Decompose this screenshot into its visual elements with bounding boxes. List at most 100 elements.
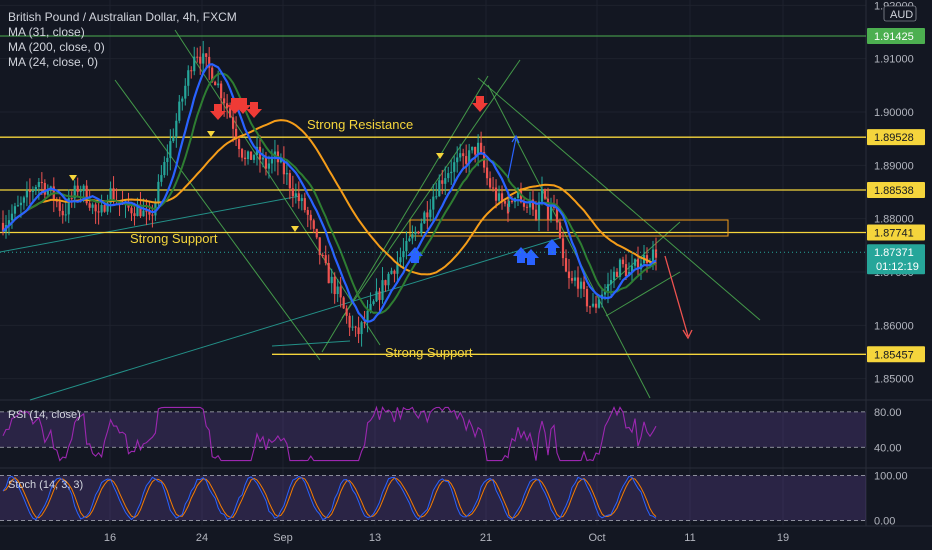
trendline-rising-2 bbox=[29, 237, 561, 401]
candle bbox=[567, 258, 571, 289]
candle-body bbox=[462, 153, 465, 157]
countdown-timer: 01:12:19 bbox=[876, 261, 919, 273]
candle bbox=[303, 192, 306, 213]
candle bbox=[288, 169, 291, 200]
rsi-band bbox=[0, 411, 866, 448]
candle-body bbox=[336, 286, 339, 295]
candle bbox=[246, 150, 250, 165]
candle-body bbox=[500, 193, 504, 202]
candle bbox=[615, 268, 619, 278]
candle bbox=[393, 269, 396, 283]
candle-body bbox=[202, 53, 205, 64]
candle-body bbox=[651, 249, 655, 262]
candle bbox=[570, 270, 574, 284]
candle bbox=[175, 113, 178, 148]
candle bbox=[25, 181, 29, 207]
candle-body bbox=[139, 204, 142, 217]
candle bbox=[441, 169, 444, 195]
channel-up-upper bbox=[341, 59, 521, 319]
time-axis-label: 19 bbox=[777, 532, 789, 544]
candle-body bbox=[567, 271, 571, 279]
candle bbox=[360, 320, 363, 347]
annotation-strong-resistance: Strong Resistance bbox=[307, 117, 413, 132]
candle-body bbox=[579, 281, 583, 289]
candle bbox=[130, 204, 133, 221]
candle-body bbox=[549, 204, 553, 220]
candle-body bbox=[423, 212, 426, 224]
candle-body bbox=[497, 193, 501, 201]
annotation-strong-support-mid: Strong Support bbox=[130, 231, 218, 246]
candle-body bbox=[217, 83, 220, 86]
candle-body bbox=[456, 157, 459, 163]
candle-body bbox=[193, 56, 196, 72]
candle-body bbox=[459, 153, 462, 158]
candle bbox=[199, 46, 202, 75]
price-tag-current bbox=[867, 244, 925, 275]
candle bbox=[178, 95, 181, 124]
price-axis-label: 1.89000 bbox=[874, 160, 914, 172]
candle-body bbox=[630, 265, 634, 273]
candle bbox=[333, 272, 336, 304]
candle-body bbox=[588, 306, 592, 308]
stoch-label: Stoch (14, 3, 3) bbox=[8, 479, 83, 491]
candle bbox=[243, 150, 247, 166]
candle-body bbox=[506, 203, 510, 214]
candle-body bbox=[488, 178, 492, 188]
indicator-ma31[interactable]: MA (31, close) bbox=[8, 25, 85, 39]
candle-body bbox=[46, 190, 49, 195]
candle-body bbox=[226, 103, 229, 109]
forecast-arrow-up-head bbox=[511, 134, 520, 144]
time-axis-label: 16 bbox=[104, 532, 116, 544]
candle-body bbox=[16, 205, 20, 207]
candle-body bbox=[249, 151, 253, 160]
candle bbox=[282, 146, 285, 184]
candle-body bbox=[582, 281, 586, 290]
candle bbox=[324, 245, 327, 266]
candle bbox=[97, 199, 100, 225]
candle bbox=[537, 192, 541, 231]
candle-body bbox=[420, 223, 423, 234]
candle-body bbox=[531, 199, 535, 210]
candle bbox=[342, 296, 345, 310]
candle-body bbox=[414, 231, 417, 235]
candle bbox=[546, 187, 550, 232]
candle-body bbox=[315, 228, 318, 238]
candle bbox=[597, 295, 601, 309]
stoch-level-100: 100.00 bbox=[874, 471, 908, 483]
candle bbox=[477, 134, 480, 167]
candle bbox=[405, 231, 408, 260]
candle-body bbox=[31, 190, 34, 193]
candle-body bbox=[205, 53, 208, 57]
time-axis-label: 13 bbox=[369, 532, 381, 544]
price-tag-yellow bbox=[867, 181, 925, 198]
indicator-ma200[interactable]: MA (200, close, 0) bbox=[8, 40, 105, 54]
candle bbox=[109, 181, 112, 213]
candle-body bbox=[426, 212, 429, 218]
currency-label: AUD bbox=[890, 9, 913, 21]
price-tag-value: 1.89528 bbox=[874, 132, 914, 144]
candle bbox=[297, 181, 300, 209]
candle bbox=[453, 155, 456, 184]
indicator-ma24[interactable]: MA (24, close, 0) bbox=[8, 55, 99, 69]
candle-body bbox=[309, 214, 312, 221]
candle-body bbox=[106, 203, 109, 212]
candle bbox=[372, 299, 375, 306]
candle bbox=[184, 78, 187, 106]
candle-body bbox=[618, 259, 622, 277]
candle bbox=[528, 191, 532, 215]
candle-body bbox=[157, 181, 160, 202]
candle-body bbox=[169, 141, 172, 158]
candle-body bbox=[303, 198, 306, 211]
candle bbox=[34, 184, 37, 195]
candle-body bbox=[288, 173, 291, 189]
candle-body bbox=[645, 255, 649, 264]
candle bbox=[67, 189, 70, 224]
candle-body bbox=[387, 273, 390, 286]
candle bbox=[621, 256, 625, 268]
candle bbox=[471, 146, 474, 154]
symbol-title[interactable]: British Pound / Australian Dollar, 4h, F… bbox=[8, 10, 237, 24]
price-tag-value: 1.87741 bbox=[874, 227, 914, 239]
candle bbox=[7, 209, 11, 236]
candle-body bbox=[465, 156, 468, 164]
